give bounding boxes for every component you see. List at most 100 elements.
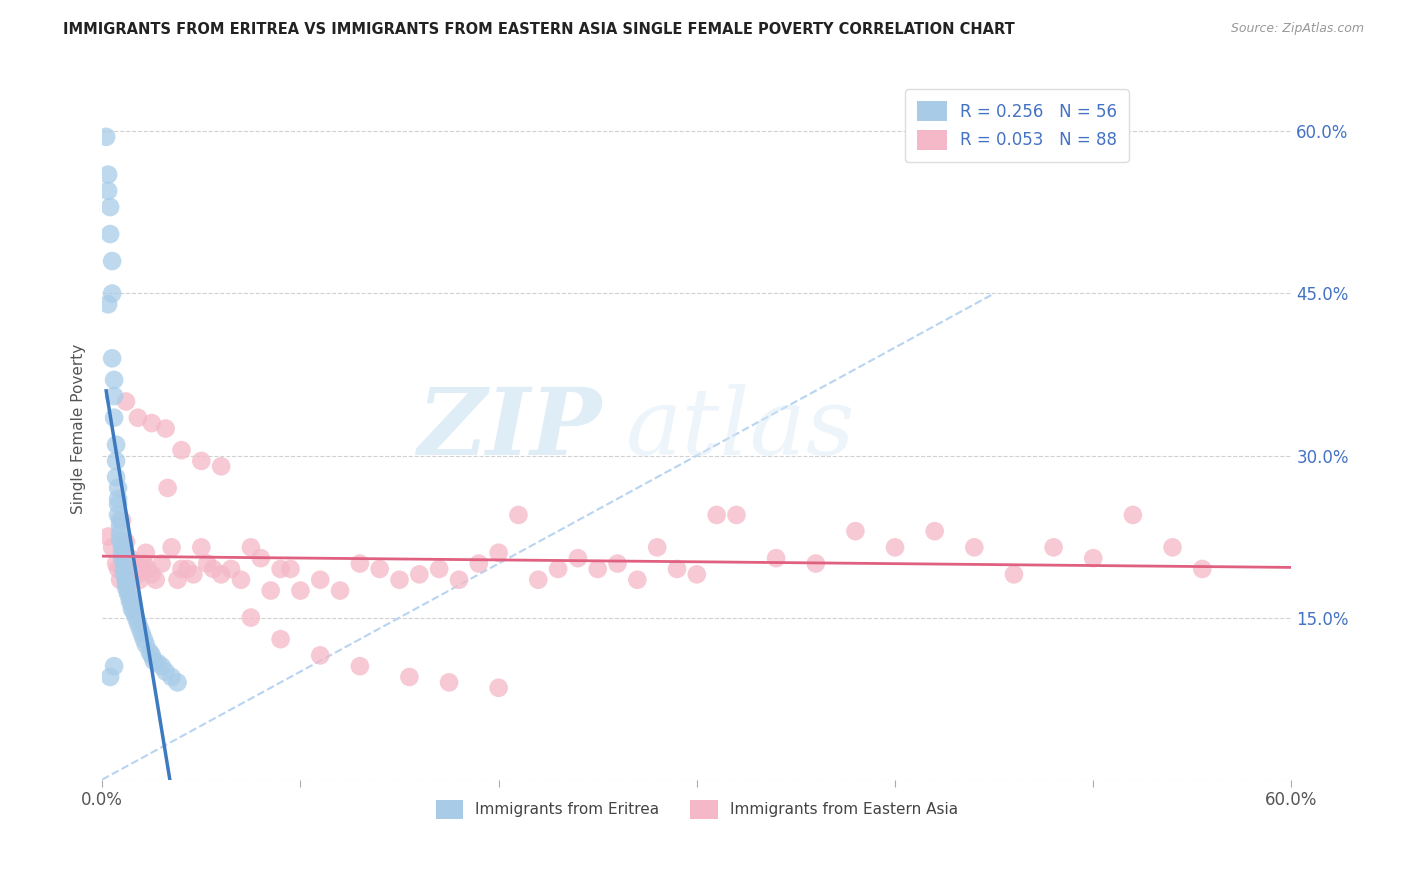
Point [349,659,371,673]
Point [145,573,167,587]
Point [111,551,134,566]
Point [408,567,430,582]
Point [427,562,450,576]
Point [131,627,153,641]
Point [117,583,139,598]
Y-axis label: Single Female Poverty: Single Female Poverty [72,343,86,514]
Point [101,286,124,301]
Point [270,562,292,576]
Point [121,573,143,587]
Text: IMMIGRANTS FROM ERITREA VS IMMIGRANTS FROM EASTERN ASIA SINGLE FEMALE POVERTY CO: IMMIGRANTS FROM ERITREA VS IMMIGRANTS FR… [63,22,1015,37]
Point [202,562,225,576]
Point [924,524,946,538]
Point [270,632,292,647]
Point [1161,541,1184,555]
Point [127,410,149,425]
Point [606,557,628,571]
Point [131,562,153,576]
Point [117,562,139,576]
Point [111,537,134,551]
Point [547,562,569,576]
Point [804,557,827,571]
Text: ZIP: ZIP [418,384,602,474]
Point [111,513,134,527]
Point [209,567,232,582]
Point [135,546,157,560]
Point [1122,508,1144,522]
Point [398,670,420,684]
Point [290,583,312,598]
Text: Source: ZipAtlas.com: Source: ZipAtlas.com [1230,22,1364,36]
Point [96,129,118,144]
Point [160,670,183,684]
Point [447,573,470,587]
Point [1042,541,1064,555]
Point [166,675,188,690]
Point [97,297,120,311]
Point [118,591,141,606]
Point [107,562,129,576]
Point [125,610,148,624]
Point [112,562,135,576]
Point [115,580,138,594]
Point [98,200,121,214]
Point [160,541,183,555]
Point [844,524,866,538]
Point [111,546,134,560]
Point [1191,562,1213,576]
Point [108,518,131,533]
Point [103,373,125,387]
Point [105,470,128,484]
Point [121,598,143,612]
Point [229,573,252,587]
Point [626,573,648,587]
Point [107,481,129,495]
Point [166,573,188,587]
Point [108,533,131,547]
Point [112,567,135,582]
Point [105,454,128,468]
Point [111,541,134,555]
Point [146,656,169,670]
Point [107,491,129,506]
Point [135,638,157,652]
Point [183,567,205,582]
Point [101,541,124,555]
Point [1002,567,1025,582]
Point [170,562,193,576]
Point [132,632,155,647]
Point [122,605,145,619]
Point [105,557,128,571]
Point [98,227,121,241]
Point [527,573,550,587]
Point [155,421,177,435]
Point [142,654,165,668]
Point [118,551,141,566]
Point [115,535,138,549]
Point [219,562,242,576]
Point [488,681,510,695]
Point [127,615,149,630]
Point [190,541,212,555]
Point [117,587,139,601]
Point [103,410,125,425]
Legend: Immigrants from Eritrea, Immigrants from Eastern Asia: Immigrants from Eritrea, Immigrants from… [430,794,965,824]
Point [115,576,138,591]
Point [150,557,173,571]
Point [125,557,148,571]
Point [141,567,163,582]
Point [176,562,198,576]
Point [115,394,138,409]
Point [260,583,283,598]
Point [122,562,145,576]
Point [686,567,709,582]
Point [388,573,411,587]
Point [586,562,609,576]
Point [567,551,589,566]
Point [141,416,163,430]
Point [101,254,124,268]
Point [765,551,787,566]
Point [156,481,179,495]
Point [108,526,131,541]
Point [103,659,125,673]
